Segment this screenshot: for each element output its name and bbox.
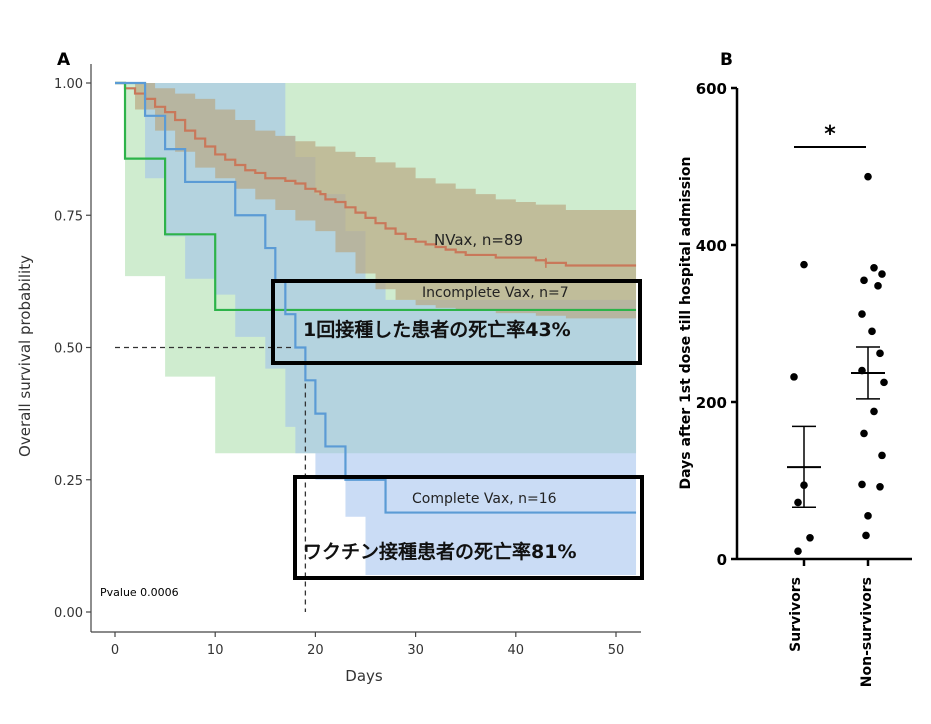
x-tick-label-a: 20 bbox=[307, 643, 324, 658]
scatter-point bbox=[870, 407, 878, 416]
legend-label-nvax: NVax, n=89 bbox=[434, 231, 523, 249]
panel-label-a: A bbox=[57, 50, 71, 70]
ci-band-2 bbox=[115, 83, 637, 575]
scatter-point bbox=[878, 270, 886, 278]
scatter-point bbox=[860, 429, 868, 438]
survival-curve-1 bbox=[115, 81, 637, 312]
panel-b-scatter: B 0 200 400 600 * Days after 1st dose till … bbox=[678, 50, 912, 687]
annotation-complete-mortality: ワクチン接種患者の死亡率81% bbox=[303, 540, 576, 563]
scatter-point bbox=[858, 480, 866, 489]
scatter-point bbox=[790, 373, 798, 381]
panel-label-b: B bbox=[720, 50, 733, 70]
y-tick-label-a: 1.00 bbox=[54, 77, 83, 92]
x-tick-label-a: 50 bbox=[608, 643, 625, 658]
annotation-box-incomplete bbox=[271, 279, 642, 365]
scatter-point bbox=[794, 498, 802, 507]
y-tick-label-a: 0.25 bbox=[54, 474, 83, 489]
legend-label-complete-vax: Complete Vax, n=16 bbox=[412, 491, 557, 507]
x-tick-label-a: 30 bbox=[407, 643, 424, 658]
scatter-point bbox=[858, 310, 866, 318]
y-tick-label-b: 200 bbox=[696, 394, 727, 412]
axes-b: 0 200 400 600 bbox=[696, 80, 912, 569]
scatter-point bbox=[864, 172, 872, 181]
x-tick-label-a: 40 bbox=[508, 643, 525, 658]
y-axis-label-a: Overall survival probability bbox=[16, 255, 34, 457]
x-tick-label-a: 0 bbox=[111, 643, 119, 658]
survival-curve-2 bbox=[115, 81, 637, 514]
survival-curves bbox=[115, 81, 637, 514]
scatter-point bbox=[794, 547, 802, 555]
y-axis-label-b: Days after 1st dose till hospital admiss… bbox=[678, 157, 694, 490]
scatter-point bbox=[878, 451, 886, 460]
scatter-point bbox=[806, 534, 814, 542]
y-tick-label-b: 400 bbox=[696, 237, 727, 255]
ci-band-0 bbox=[115, 83, 637, 319]
annotation-box-complete bbox=[293, 475, 644, 580]
scatter-point bbox=[874, 282, 882, 290]
ci-bands bbox=[115, 83, 637, 575]
y-tick-label-a: 0.00 bbox=[54, 606, 83, 621]
scatter-point bbox=[864, 512, 872, 520]
annotation-incomplete-mortality: 1回接種した患者の死亡率43% bbox=[303, 318, 571, 341]
scatter-point bbox=[880, 378, 888, 387]
x-tick-non-survivors: Non-survivors bbox=[859, 577, 875, 687]
mean-sem-bars bbox=[787, 346, 885, 508]
x-tick-survivors: Survivors bbox=[788, 577, 804, 652]
axes-a: 0.00 0.25 0.50 0.75 1.00 0 10 20 30 40 50 bbox=[54, 64, 641, 658]
y-tick-label-a: 0.75 bbox=[54, 209, 83, 224]
scatter-point bbox=[862, 531, 870, 540]
scatter-point bbox=[876, 349, 884, 358]
survival-curve-0 bbox=[115, 81, 637, 267]
panel-a-km-plot: A 0.00 0.25 0.50 0.75 1.00 0 10 20 30 40 50 Pvalue… bbox=[16, 50, 644, 685]
median-guides bbox=[115, 346, 307, 612]
pvalue-text: Pvalue 0.0006 bbox=[100, 586, 179, 599]
x-axis-label-a: Days bbox=[345, 667, 383, 685]
y-tick-label-a: 0.50 bbox=[54, 342, 83, 357]
scatter-points bbox=[790, 172, 888, 555]
y-tick-label-b: 0 bbox=[717, 551, 727, 569]
scatter-point bbox=[876, 482, 884, 491]
scatter-point bbox=[800, 260, 808, 269]
significance-star: * bbox=[824, 122, 836, 147]
y-tick-label-b: 600 bbox=[696, 80, 727, 98]
scatter-point bbox=[868, 327, 876, 336]
scatter-point bbox=[860, 276, 868, 285]
x-tick-label-a: 10 bbox=[207, 643, 224, 658]
legend-label-incomplete-vax: Incomplete Vax, n=7 bbox=[422, 285, 569, 301]
scatter-point bbox=[870, 263, 878, 272]
